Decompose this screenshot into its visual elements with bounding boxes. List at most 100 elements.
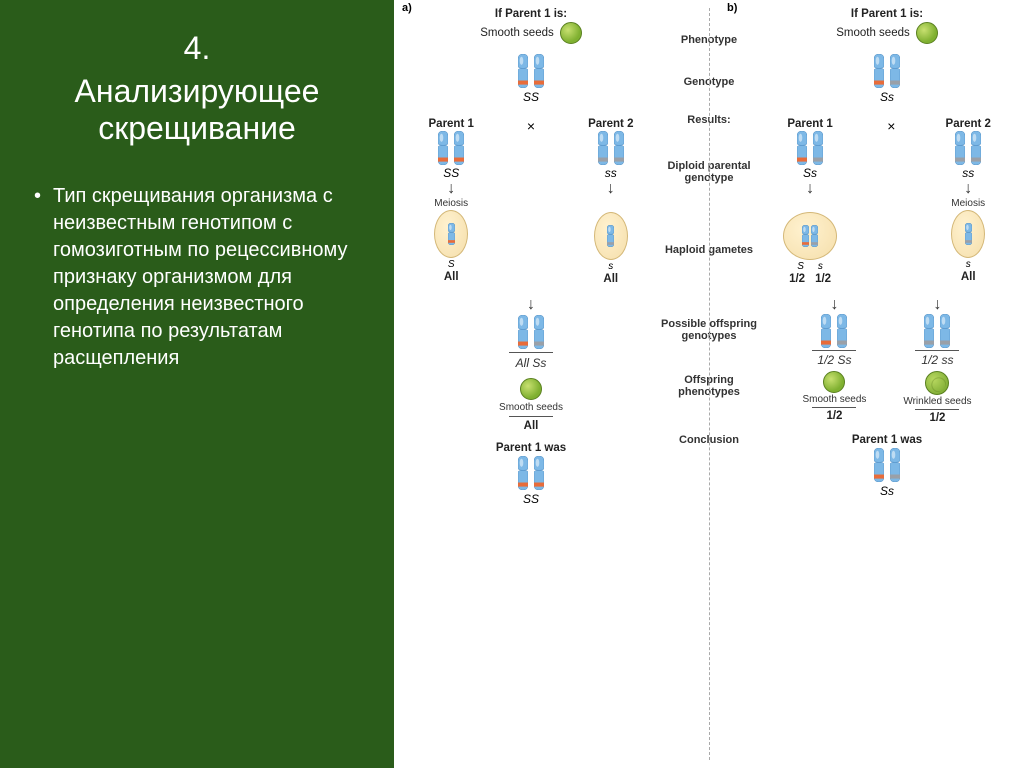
g-S-b: S [797, 261, 804, 272]
all-off-a: All [524, 420, 539, 432]
parent2-b: Parent 2 [946, 118, 991, 130]
pheno-row-a: Smooth seeds [480, 22, 582, 44]
chromosome-icon [971, 131, 981, 165]
vertical-divider [709, 8, 710, 760]
chromosome-icon [598, 131, 608, 165]
chromosome-icon [955, 131, 965, 165]
chromosome-icon [813, 131, 823, 165]
parent2-a: Parent 2 [588, 118, 633, 130]
gamete-icon [434, 210, 468, 258]
hline [509, 352, 553, 353]
geno-row-b [874, 54, 900, 88]
smooth-label-a: Smooth seeds [480, 27, 554, 39]
gamete-icon [951, 210, 985, 258]
chromosome-icon [518, 456, 528, 490]
concl-Ss: Ss [880, 484, 894, 498]
half-Ss-b: 1/2 Ss [817, 353, 851, 367]
arrow-down-icon: ↓ [607, 181, 615, 197]
g-s-b2: s [966, 259, 971, 270]
chromosome-icon [614, 131, 624, 165]
half-b2: 1/2 [815, 273, 831, 285]
meiosis-a1: Meiosis [434, 198, 468, 209]
slide-number: 4. [20, 30, 374, 67]
chromosome-icon [802, 225, 809, 247]
hline [812, 350, 856, 351]
half-b1: 1/2 [789, 273, 805, 285]
parent1-b: Parent 1 [787, 118, 832, 130]
gamete-icon [783, 212, 837, 260]
bullet-item: • Тип скрещивания организма с неизвестны… [20, 183, 374, 372]
half-ss-b: 1/2 ss [921, 353, 953, 367]
seed-icon [823, 371, 845, 393]
chromosome-icon [890, 448, 900, 482]
parent1-a: Parent 1 [429, 118, 474, 130]
chromosome-icon [811, 225, 818, 247]
parents-row-a: Parent 1 SS ↓ Meiosis S All [402, 118, 660, 285]
arrow-down-icon: ↓ [830, 297, 838, 313]
g-s-b: s [818, 261, 823, 272]
chromosome-icon [518, 315, 528, 349]
concl-SS: SS [523, 492, 539, 506]
chromosome-icon [837, 314, 847, 348]
seed-icon [520, 378, 542, 400]
geno-ss-p2b: ss [962, 166, 974, 180]
slide-root: 4. Анализирующее скрещивание • Тип скрещ… [0, 0, 1024, 768]
chromosome-icon [534, 54, 544, 88]
chromosome-icon [940, 314, 950, 348]
chromosome-icon [438, 131, 448, 165]
chromosome-icon [518, 54, 528, 88]
offspring-geno-a [518, 315, 544, 349]
bullet-text: Тип скрещивания организма с неизвестным … [53, 183, 374, 372]
geno-Ss-p1b: Ss [803, 166, 817, 180]
hline [915, 350, 959, 351]
geno-row-a [518, 54, 544, 88]
arrow-down-icon: ↓ [527, 297, 535, 313]
cross-icon: × [527, 118, 535, 134]
all-Ss-a: All Ss [516, 356, 547, 370]
bullet-dot-icon: • [34, 185, 41, 372]
hline [915, 409, 959, 410]
hline [509, 416, 553, 417]
column-a: If Parent 1 is: Smooth seeds SS [402, 8, 660, 760]
chromosome-icon [821, 314, 831, 348]
cross-icon: × [887, 118, 895, 134]
geno-ss-2: ss [605, 166, 617, 180]
half-off-b1: 1/2 [826, 410, 842, 422]
chromosome-icon [874, 54, 884, 88]
geno-Ss: Ss [880, 90, 894, 104]
if-parent-b: If Parent 1 is: [851, 8, 923, 20]
p1was-a: Parent 1 was [496, 442, 566, 454]
chromosome-icon [607, 225, 614, 247]
geno-ss-1: SS [443, 166, 459, 180]
chromosome-icon [890, 54, 900, 88]
diagram-grid: If Parent 1 is: Smooth seeds SS [402, 8, 1016, 760]
half-off-b2: 1/2 [929, 412, 945, 424]
wrinkled-off-b: Wrinkled seeds [903, 396, 971, 407]
left-panel: 4. Анализирующее скрещивание • Тип скрещ… [0, 0, 394, 768]
meiosis-b2: Meiosis [951, 198, 985, 209]
g-s: s [608, 261, 613, 272]
g-S: S [448, 259, 455, 270]
seed-icon [916, 22, 938, 44]
smooth-off-a: Smooth seeds [499, 402, 563, 413]
diagram-panel: a) b) If Parent 1 is: Smooth seeds [394, 0, 1024, 768]
arrow-down-icon: ↓ [447, 181, 455, 197]
seed-wrinkled-icon [925, 371, 949, 395]
smooth-label-b: Smooth seeds [836, 27, 910, 39]
parents-row-b: Parent 1 Ss ↓ [758, 118, 1016, 285]
chromosome-icon [534, 315, 544, 349]
arrow-down-icon: ↓ [806, 181, 814, 197]
all-b2: All [961, 271, 976, 283]
geno-SS: SS [523, 90, 539, 104]
slide-title: Анализирующее скрещивание [20, 73, 374, 147]
chromosome-icon [448, 223, 455, 245]
column-b: If Parent 1 is: Smooth seeds Ss Paren [758, 8, 1016, 760]
arrow-down-icon: ↓ [933, 297, 941, 313]
chromosome-icon [874, 448, 884, 482]
gamete-icon [594, 212, 628, 260]
if-parent-a: If Parent 1 is: [495, 8, 567, 20]
arrow-down-icon: ↓ [964, 181, 972, 197]
smooth-off-b: Smooth seeds [802, 394, 866, 405]
chromosome-icon [924, 314, 934, 348]
chromosome-icon [454, 131, 464, 165]
